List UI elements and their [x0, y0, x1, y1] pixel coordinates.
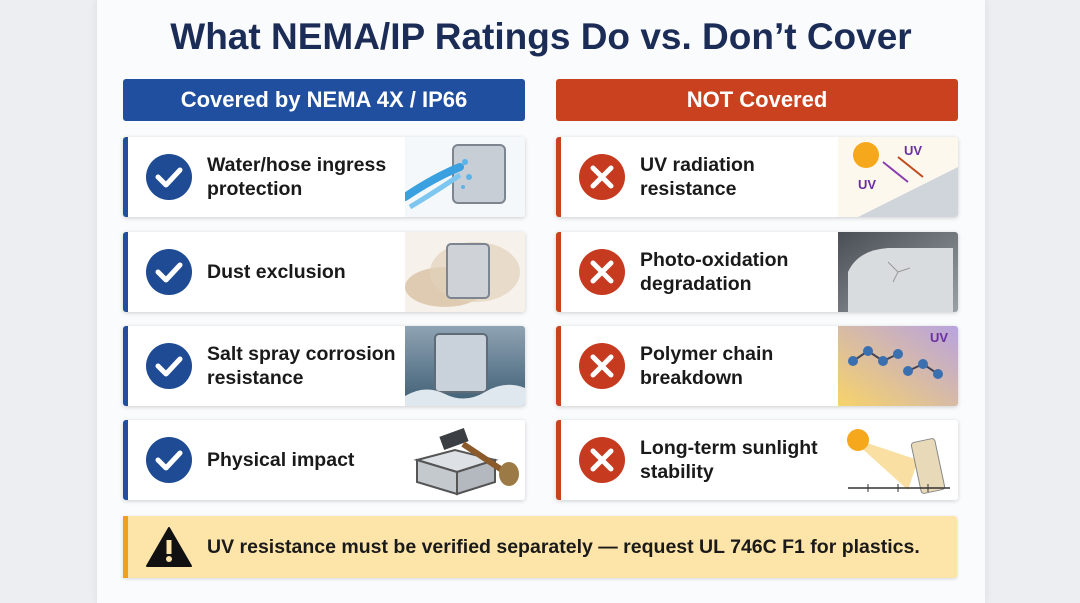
x-icon — [579, 154, 625, 200]
item-text: Photo-oxidation degradation — [640, 249, 789, 295]
warning-icon — [146, 527, 192, 567]
water-image — [405, 137, 525, 217]
item-text: Dust exclusion — [207, 261, 346, 283]
impact-image — [405, 420, 525, 500]
x-icon — [579, 437, 625, 483]
not-covered-header: NOT Covered — [556, 79, 958, 121]
x-icon — [579, 249, 625, 295]
warning-text: UV resistance must be verified separatel… — [207, 536, 920, 558]
check-icon — [146, 154, 192, 200]
item-text: Long-term sunlight stability — [640, 437, 818, 483]
warning-banner: UV resistance must be verified separatel… — [123, 516, 957, 578]
covered-card: Salt spray corrosion resistance — [123, 326, 525, 406]
covered-card: Dust exclusion — [123, 232, 525, 312]
covered-card: Water/hose ingress protection — [123, 137, 525, 217]
image-label: UV — [930, 330, 948, 345]
image-label: UV — [904, 143, 922, 158]
item-text: Water/hose ingress protection — [207, 154, 387, 200]
check-icon — [146, 437, 192, 483]
image-label: UV — [858, 177, 876, 192]
uv-image: UV UV — [838, 137, 958, 217]
not-covered-card: Photo-oxidation degradation — [556, 232, 958, 312]
item-text: Polymer chain breakdown — [640, 343, 774, 389]
not-covered-card: Polymer chain breakdown UV — [556, 326, 958, 406]
not-covered-card: Long-term sunlight stability — [556, 420, 958, 500]
item-text: UV radiation resistance — [640, 154, 755, 200]
oxidation-image — [838, 232, 958, 312]
covered-card: Physical impact — [123, 420, 525, 500]
sunlight-image — [838, 420, 958, 500]
item-text: Salt spray corrosion resistance — [207, 343, 396, 389]
polymer-image: UV — [838, 326, 958, 406]
title: What NEMA/IP Ratings Do vs. Don’t Cover — [170, 16, 912, 57]
covered-header: Covered by NEMA 4X / IP66 — [123, 79, 525, 121]
check-icon — [146, 343, 192, 389]
not-covered-card: UV radiation resistance UV UV — [556, 137, 958, 217]
salt-spray-image — [405, 326, 525, 406]
check-icon — [146, 249, 192, 295]
dust-image — [405, 232, 525, 312]
item-text: Physical impact — [207, 449, 355, 471]
x-icon — [579, 343, 625, 389]
